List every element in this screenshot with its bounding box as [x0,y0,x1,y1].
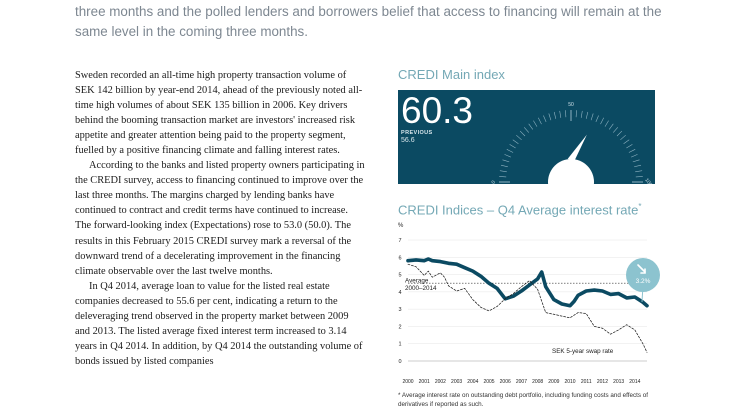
x-tick-label: 2003 [451,379,462,385]
gauge-needle [567,134,587,162]
badge-label: 3.2% [636,278,651,285]
x-tick-label: 2008 [532,379,543,385]
gauge-tick [565,110,567,118]
gauge-dial: 0 50 100 [491,102,653,184]
gauge-tick [600,117,604,125]
gauge-tick [620,134,626,141]
gauge-tick [553,111,557,119]
gauge-tick [616,130,623,137]
body-paragraph-2: According to the banks and listed proper… [75,160,365,277]
badge-circle [626,258,660,292]
main-index-panel: 60.3 PREVIOUS 56.6 0 50 100 [398,90,655,184]
x-tick-label: 2010 [564,379,575,385]
main-index-value: 60.3 [401,90,474,131]
gauge-tick [499,176,507,178]
gauge-tick [538,117,542,125]
rate-chart-title: CREDI Indices – Q4 Average interest rate… [398,202,642,217]
y-tick-label: 0 [398,359,401,365]
y-axis-label: % [398,223,404,229]
main-index-title: CREDI Main index [398,67,505,82]
gauge-tick [543,115,547,123]
gauge-hub [548,159,594,184]
x-tick-label: 2002 [435,379,446,385]
gauge-tick [623,139,630,145]
body-text-column: Sweden recorded an all-time high propert… [75,68,365,369]
gauge-tick [502,159,510,163]
gauge-tick [509,144,516,149]
average-label-line-1: Average [405,278,429,285]
y-tick-label: 5 [398,273,401,279]
x-tick-label: 2001 [419,379,430,385]
x-tick-label: 2007 [516,379,527,385]
y-tick-label: 1 [398,342,401,348]
gauge-tick [575,110,577,118]
gauge-tick [516,134,522,141]
gauge-tick-label: 0 [491,180,498,184]
gauge-tick [632,159,640,163]
gauge-tick [626,144,633,149]
gauge-tick-label: 50 [568,102,574,108]
gauge-tick [604,120,609,127]
gauge-tick [635,176,643,178]
x-tick-label: 2000 [402,379,413,385]
body-paragraph-1: Sweden recorded an all-time high propert… [75,70,363,157]
gauge-tick [548,113,552,121]
gauge-tick [595,115,599,123]
gauge-tick [533,120,538,127]
y-tick-label: 6 [398,255,401,261]
x-tick-label: 2012 [597,379,608,385]
gauge-tick [608,123,614,130]
gauge-tick-label: 100 [643,177,653,184]
interest-rate-chart: % 0 1 2 3 4 5 6 7 2000 2001 2002 2003 2004 2005 2006 200… [398,223,660,385]
swap-rate-label: SEK 5-year swap rate [552,348,614,355]
intro-text: three months and the polled lenders and … [75,2,675,42]
gauge-tick [559,110,562,118]
average-label-line-2: 2000–2014 [405,285,437,292]
gauge-tick [612,127,619,133]
gauge-tick [519,130,526,137]
gauge-tick [628,149,636,153]
intro-line-1: three months and the polled lenders and … [75,4,662,19]
x-tick-label: 2014 [629,379,640,385]
gauge-tick [590,113,594,121]
gauge-tick [635,170,643,173]
x-tick-label: 2009 [548,379,559,385]
gauge-tick [585,111,589,119]
x-tick-label: 2004 [467,379,478,385]
gauge-tick [523,127,530,133]
chart-footnote: * Average interest rate on outstanding d… [398,392,649,408]
gauge-tick [500,164,508,168]
gauge-tick [630,154,638,158]
gauge-tick [504,154,512,158]
y-tick-label: 3 [398,307,401,313]
body-paragraph-3: In Q4 2014, average loan to value for th… [75,280,363,367]
x-tick-label: 2013 [613,379,624,385]
previous-value: 56.6 [401,137,415,144]
arrow-down-right-icon [637,264,646,274]
gauge-tick [634,164,642,168]
gauge-tick [506,149,514,153]
x-tick-label: 2005 [483,379,494,385]
swap-rate-series [407,263,648,353]
rate-chart-title-text: CREDI Indices – Q4 Average interest rate [398,202,639,218]
y-tick-label: 7 [398,238,401,244]
average-interest-rate-series [406,257,649,308]
y-tick-label: 4 [398,290,401,296]
x-tick-label: 2006 [500,379,511,385]
previous-label: PREVIOUS [401,130,433,136]
rate-chart-title-marker: * [638,202,642,211]
intro-line-2: same level in the coming three months. [75,24,308,39]
gauge-tick [499,170,507,173]
gauge-tick [580,110,583,118]
gauge-tick [528,123,534,130]
gauge-tick [512,139,519,145]
y-tick-label: 2 [398,324,401,330]
x-tick-label: 2011 [581,379,592,385]
